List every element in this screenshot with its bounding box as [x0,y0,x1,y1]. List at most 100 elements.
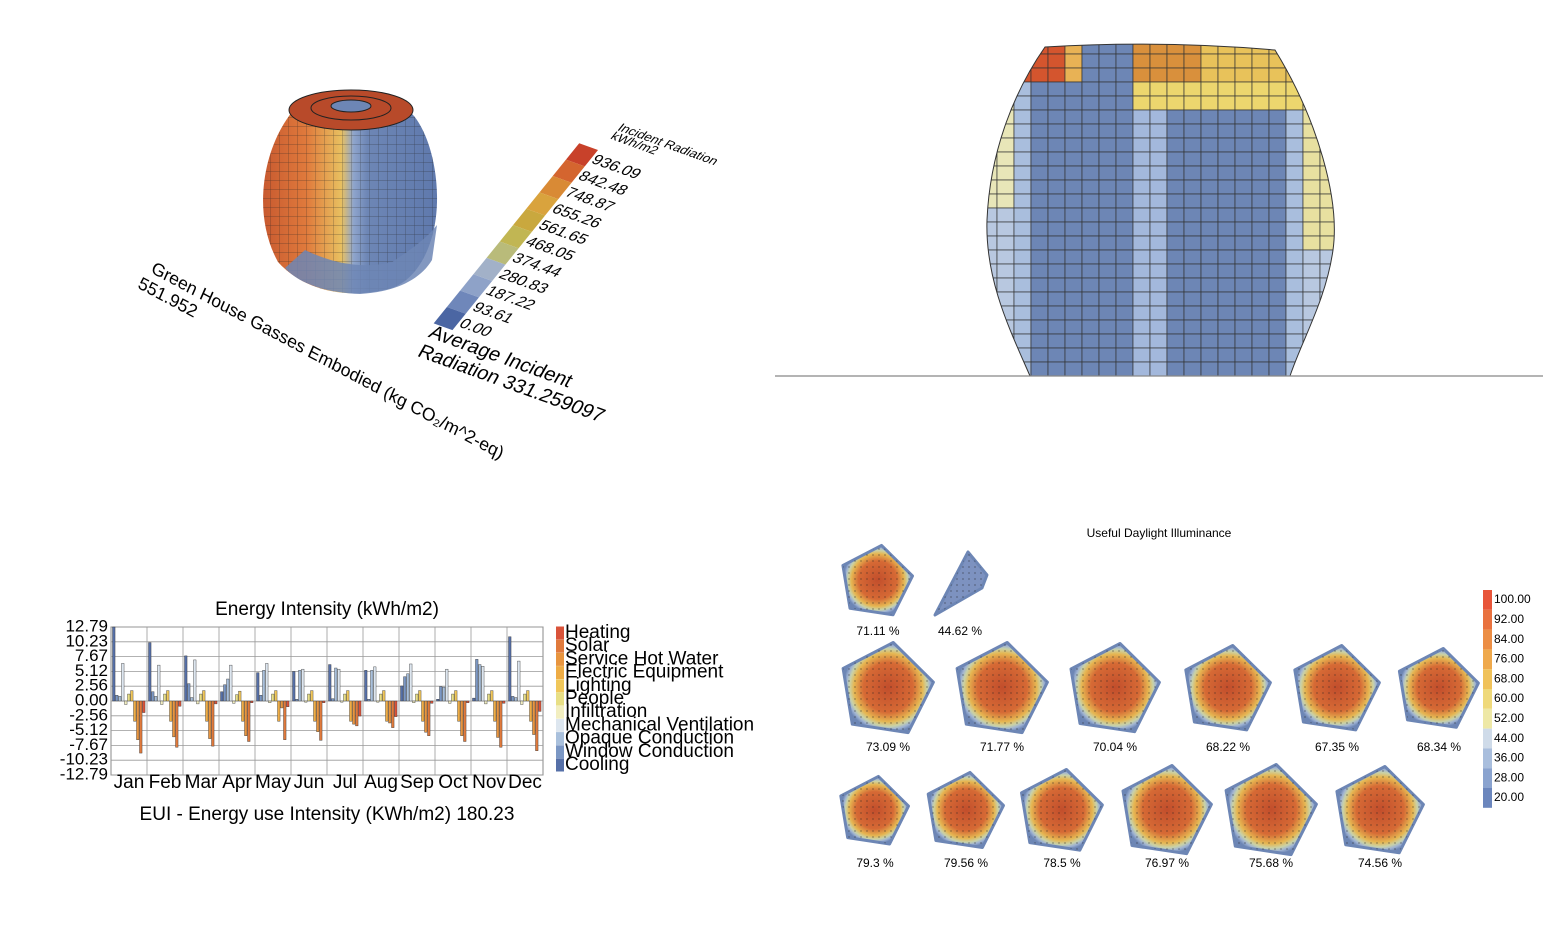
mesh-cell [1234,123,1253,139]
mesh-cell [1013,319,1032,335]
mesh-cell [1251,44,1270,55]
mesh-cell [1098,179,1117,195]
mesh-cell [1132,179,1151,195]
mesh-cell [1030,291,1049,307]
mesh-cell [1234,53,1253,69]
mesh-cell [1047,305,1066,321]
mesh-cell [1319,151,1335,167]
legend-label: Infiltration [565,701,647,722]
mesh-cell [1337,96,1354,110]
mesh-cell [1115,137,1134,153]
mesh-cell [1047,235,1066,251]
mesh-cell [1183,53,1202,69]
mesh-cell [1166,207,1185,223]
mesh-cell [1217,53,1236,69]
mesh-cell [1064,137,1083,153]
mesh-cell [986,333,998,349]
bar [301,668,305,702]
mesh-cell [1183,193,1202,209]
vase-outline [986,43,1335,377]
mesh-cell [1302,109,1321,125]
mesh-cell [1234,95,1253,111]
mesh-cell [1285,193,1304,209]
mesh-cell [1132,235,1151,251]
mesh-cell [996,333,1015,349]
mesh-cell [1030,151,1049,167]
mesh-cell [1047,347,1066,363]
bar [232,700,236,704]
mesh-cell [1302,165,1321,181]
udi-value-label: 70.04 % [1093,740,1137,754]
bar [274,690,278,702]
mesh-cell [1064,361,1083,376]
udi-legend-label: 36.00 [1494,751,1524,765]
legend-swatch [556,639,564,653]
mesh-cell [1217,67,1236,83]
mesh-cell [1064,305,1083,321]
legend-swatch [539,175,572,200]
mesh-cell [1319,44,1335,55]
udi-title: Useful Daylight Illuminance [1087,526,1232,540]
mesh-cell [1098,67,1117,83]
mesh-cell [1319,193,1335,209]
mesh-cell [1013,123,1032,139]
mesh-cell [1081,123,1100,139]
udi-legend-label: 28.00 [1494,770,1524,784]
mesh-cell [1183,347,1202,363]
mesh-cell [1285,44,1304,55]
bar [163,693,167,702]
mesh-cell [1030,193,1049,209]
mesh-cell [1030,375,1049,376]
mesh-cell [1268,361,1287,376]
bar [247,700,251,742]
y-tick-label: -2.56 [69,705,108,724]
mesh-cell [996,263,1015,279]
mesh-cell [1337,54,1354,68]
mesh-cell [1132,44,1151,55]
y-tick-label: -12.79 [60,764,108,783]
mesh-cell [1149,81,1168,97]
bar [211,700,215,747]
bar [430,700,434,704]
mesh-cell [1251,179,1270,195]
mesh-cell [1098,95,1117,111]
mesh-cell [1302,277,1321,293]
mesh-cell [1319,123,1335,139]
mesh-cell [1166,123,1185,139]
mesh-cell [1132,375,1151,376]
bar [511,696,515,702]
mesh-cell [1234,109,1253,125]
mesh-cell [1098,263,1117,279]
mesh-cell [1217,249,1236,265]
mesh-cell [1013,53,1032,69]
mesh-cell [1132,263,1151,279]
mesh-cell [1081,81,1100,97]
mesh-cell [1149,221,1168,237]
mesh-cell [1251,319,1270,335]
floor-mesh [1071,643,1160,732]
mesh-cell [1268,123,1287,139]
bar [421,700,425,722]
mesh-cell [1251,95,1270,111]
mesh-cell [1302,151,1321,167]
mesh-cell [1268,109,1287,125]
legend-swatch [556,652,564,666]
bar [502,700,506,704]
y-tick-label: 5.12 [75,661,108,680]
bar [388,700,392,724]
mesh-cell [1047,249,1066,265]
y-tick-label: -7.67 [69,735,108,754]
mesh-cell [1268,319,1287,335]
bar [451,693,455,702]
mesh-cell [1098,207,1117,223]
floor-mesh [1123,765,1212,854]
mesh-cell [1200,235,1219,251]
mesh-cell [1183,151,1202,167]
mesh-cell [1285,305,1304,321]
bar [517,660,521,702]
mesh-cell [1132,221,1151,237]
mesh-cell [1234,319,1253,335]
bar [538,700,542,712]
mesh-cell [1047,221,1066,237]
